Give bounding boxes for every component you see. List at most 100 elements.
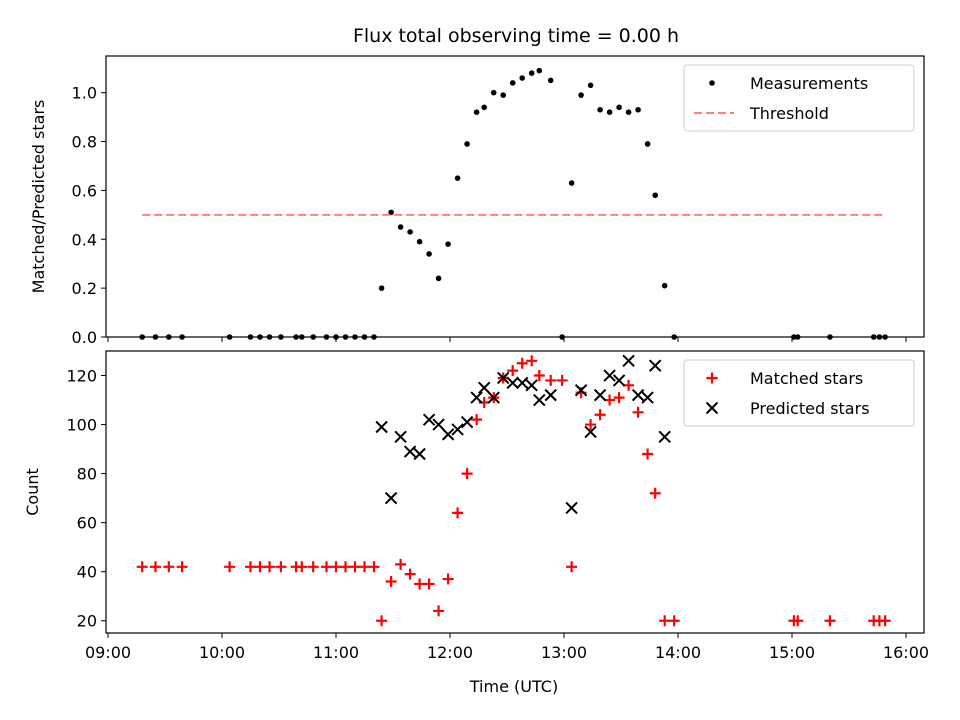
y-tick-label: 0.6 — [72, 181, 97, 200]
measurements-point — [671, 334, 677, 340]
measurements-point — [257, 334, 263, 340]
measurements-point — [445, 241, 451, 247]
measurements-point — [827, 334, 833, 340]
legend-marker-measurements — [709, 80, 715, 86]
measurements-point — [407, 229, 413, 235]
matched-stars-point — [359, 561, 370, 573]
matched-stars-point — [533, 370, 545, 382]
predicted-stars-point — [403, 445, 417, 458]
predicted-stars-point — [384, 491, 398, 505]
matched-stars-point — [545, 374, 557, 386]
matched-stars-point — [516, 357, 528, 369]
matched-stars-point — [632, 406, 644, 418]
matched-stars-point — [224, 561, 236, 573]
measurements-point — [435, 275, 442, 282]
y-axis-label: Count — [23, 468, 42, 516]
measurements-point — [397, 224, 404, 230]
measurements-point — [616, 104, 622, 111]
measurements-point — [547, 77, 554, 84]
measurements-point — [464, 141, 470, 147]
legend-label: Threshold — [749, 104, 829, 123]
predicted-stars-point — [422, 413, 436, 426]
measurements-point — [310, 334, 317, 340]
matched-stars-point — [275, 561, 287, 573]
matched-stars-point — [649, 487, 661, 499]
predicted-stars-point — [487, 391, 500, 404]
matched-stars-point — [307, 561, 319, 573]
predicted-stars-point — [631, 388, 645, 402]
matched-stars-point — [176, 561, 188, 573]
measurements-point — [426, 251, 432, 257]
matched-stars-point — [385, 576, 397, 588]
predicted-stars-point — [413, 447, 426, 461]
matched-stars-point — [442, 573, 454, 585]
matched-stars-point — [613, 392, 625, 404]
legend-label: Predicted stars — [750, 399, 870, 418]
measurements-point — [870, 334, 877, 340]
matched-stars-point — [163, 561, 175, 573]
measurements-point — [361, 334, 368, 340]
measurements-point — [179, 334, 185, 340]
measurements-point — [644, 141, 651, 147]
legend-marker-matched-stars — [706, 372, 718, 384]
measurements-point — [500, 92, 507, 98]
matched-stars-point — [376, 615, 388, 627]
x-tick-label: 14:00 — [655, 643, 701, 662]
matched-stars-point — [594, 409, 606, 421]
x-tick-label: 12:00 — [427, 643, 473, 662]
predicted-stars-point — [584, 425, 597, 439]
predicted-stars-point — [375, 420, 388, 434]
matched-stars-point — [245, 561, 256, 573]
predicted-stars-point — [394, 430, 407, 444]
predicted-stars-point — [477, 381, 491, 394]
predicted-stars-point — [648, 359, 662, 372]
matched-stars-point — [824, 615, 836, 627]
measurements-point — [388, 209, 394, 216]
matched-stars-point — [566, 561, 578, 573]
measurements-point — [152, 334, 159, 340]
measurements-point — [568, 180, 575, 186]
predicted-stars-point — [612, 374, 626, 387]
matched-stars-point — [461, 468, 473, 480]
y-tick-label: 0.2 — [72, 279, 97, 298]
y-tick-label: 1.0 — [72, 84, 97, 103]
predicted-stars-point — [432, 418, 445, 431]
matched-stars-point — [792, 615, 804, 627]
measurements-point — [266, 334, 273, 340]
matched-stars-point — [296, 561, 308, 573]
matched-stars-point — [668, 615, 680, 627]
legend-label: Measurements — [750, 74, 868, 93]
predicted-stars-point — [593, 388, 607, 402]
predicted-stars-point — [544, 388, 557, 402]
matched-stars-point — [433, 605, 445, 617]
measurements-point — [416, 238, 423, 245]
legend-box — [683, 64, 915, 132]
predicted-stars-point — [515, 376, 529, 390]
matched-stars-point — [368, 561, 380, 573]
matched-stars-point — [340, 561, 351, 573]
x-tick-label: 15:00 — [769, 643, 815, 662]
matched-stars-point — [659, 615, 671, 627]
predicted-stars-point — [603, 369, 616, 382]
matched-stars-point — [471, 414, 483, 426]
predicted-stars-point — [574, 384, 588, 397]
measurements-point — [226, 334, 233, 340]
legend-box — [683, 359, 915, 427]
legend-label: Matched stars — [750, 369, 863, 388]
matched-stars-point — [585, 419, 597, 431]
measurements-point — [247, 334, 254, 340]
x-tick-label: 09:00 — [85, 643, 131, 662]
predicted-stars-point — [565, 501, 578, 515]
y-tick-label: 20 — [77, 612, 97, 631]
predicted-stars-point — [506, 376, 519, 390]
y-tick-label: 120 — [66, 367, 97, 386]
measurements-point — [323, 334, 330, 340]
x-axis-label: Time (UTC) — [469, 677, 558, 696]
predicted-stars-point — [658, 430, 671, 444]
measurements-point — [876, 334, 883, 340]
matched-stars-point — [414, 578, 426, 590]
y-tick-label: 0.8 — [72, 133, 97, 152]
measurements-point — [166, 334, 172, 340]
measurements-point — [578, 92, 584, 98]
